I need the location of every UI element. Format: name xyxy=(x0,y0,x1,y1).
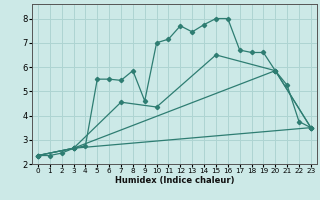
X-axis label: Humidex (Indice chaleur): Humidex (Indice chaleur) xyxy=(115,176,234,185)
